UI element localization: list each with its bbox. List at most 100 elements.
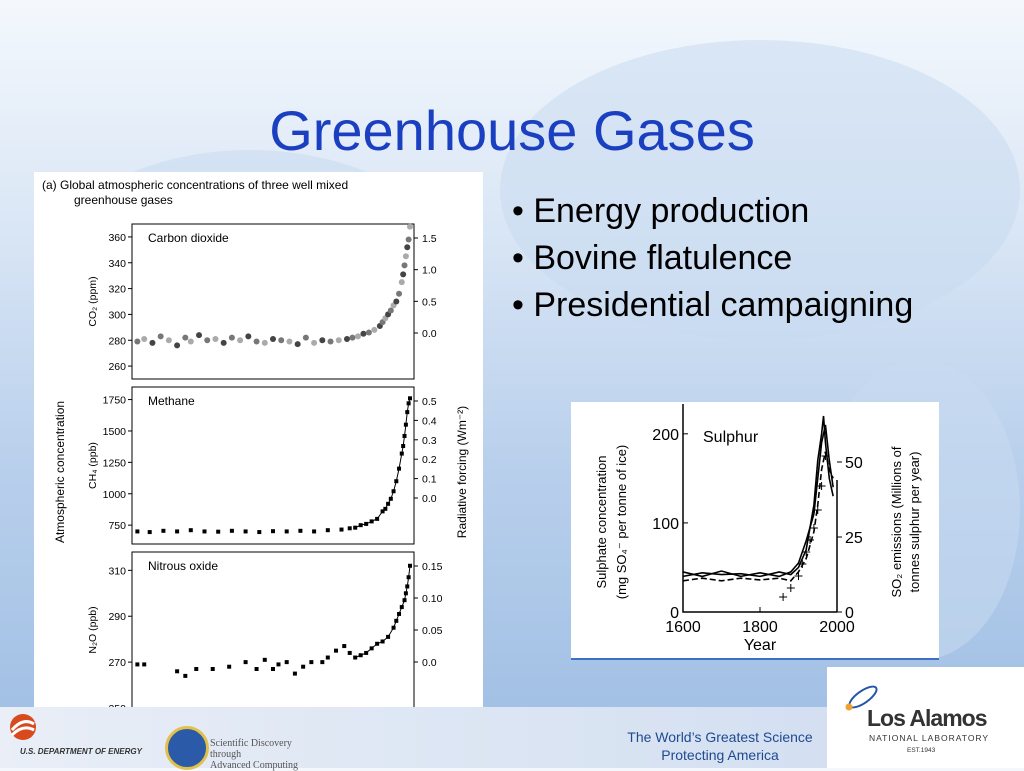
y2-tick-label: 25: [845, 530, 863, 547]
y-axis-label-line: Sulphate concentration: [594, 456, 609, 589]
bullet-item: • Bovine flatulence: [512, 239, 793, 277]
data-point: [349, 334, 356, 341]
y-tick-label: 300: [108, 309, 126, 321]
data-point: [342, 644, 347, 649]
data-point: [237, 337, 244, 344]
bullet-list: • Energy production • Bovine flatulence …: [512, 188, 913, 329]
chart-title: Sulphur: [703, 429, 759, 446]
y2-axis-label: SO₂ emissions (Millions of tonnes sulphur…: [889, 446, 922, 597]
y2-tick-label: 0.15: [422, 561, 443, 573]
data-point: [135, 662, 140, 667]
data-point: [301, 664, 306, 669]
data-point: [365, 329, 372, 336]
data-point: [212, 335, 219, 342]
y2-axis-label-line: SO₂ emissions (Millions of: [889, 446, 904, 597]
data-point: [161, 528, 166, 533]
bullet-item: • Energy production: [512, 192, 810, 230]
y-tick-label: 360: [108, 232, 126, 244]
slide-title: Greenhouse Gases: [269, 99, 755, 162]
data-point: [204, 337, 211, 344]
panel-y-label: CH₄ (ppb): [87, 442, 99, 489]
map-background: [500, 40, 1020, 340]
sulphate-series-line: [682, 424, 834, 578]
data-point: [284, 529, 289, 534]
trend-line: [355, 565, 411, 658]
data-point: [325, 528, 330, 533]
program-text: Scientific Discovery through Advanced Co…: [210, 738, 298, 771]
y-tick-label: 260: [108, 361, 126, 373]
data-point: [320, 660, 325, 665]
y-axis-label: Sulphate concentration (mg SO₄⁻ per tonne…: [594, 445, 629, 600]
y2-tick-label: 0.0: [422, 657, 437, 669]
data-point: [286, 338, 293, 345]
y2-tick-label: 0.5: [422, 296, 437, 308]
x-axis-label: Year: [744, 637, 777, 654]
data-point: [312, 529, 317, 534]
scidac-seal-icon: [165, 726, 209, 770]
data-point: [220, 339, 227, 346]
data-point: [202, 529, 207, 534]
y2-tick-label: 0.05: [422, 625, 443, 637]
lanl-atom-icon: [845, 685, 878, 711]
panel-frame: [131, 386, 415, 545]
program-line: through: [210, 749, 242, 760]
y2-tick-label: 0.1: [422, 474, 437, 486]
y-axis-label-line: (mg SO₄⁻ per tonne of ice): [614, 445, 629, 600]
doe-label: U.S. DEPARTMENT OF ENERGY: [20, 747, 142, 756]
y-tick-label: 270: [108, 657, 126, 669]
data-point: [165, 337, 172, 344]
y2-tick-label: 1.5: [422, 233, 437, 245]
y-tick-label: 100: [652, 516, 679, 533]
y2-tick-label: 0.0: [422, 493, 437, 505]
data-point: [398, 279, 405, 286]
trend-line: [354, 398, 411, 529]
y-tick-label: 310: [108, 565, 126, 577]
data-point: [402, 253, 409, 260]
greenhouse-gas-chart-svg: (a) Global atmospheric concentrations of…: [42, 178, 469, 737]
data-point: [270, 335, 276, 342]
data-point: [354, 333, 361, 340]
data-point: [243, 660, 248, 665]
y2-tick-label: 0.0: [422, 328, 437, 340]
y2-tick-label: 0.4: [422, 415, 437, 427]
data-point: [194, 667, 199, 671]
panel-name: Methane: [148, 394, 195, 408]
y-tick-label: 290: [108, 611, 126, 623]
data-point: [188, 528, 193, 533]
data-point: [182, 334, 189, 341]
program-line: Scientific Discovery: [210, 738, 292, 749]
y2-tick-label: 0.2: [422, 454, 437, 466]
data-point: [335, 337, 342, 344]
data-point: [360, 330, 367, 337]
data-point: [245, 333, 252, 340]
data-point: [262, 657, 267, 662]
data-point: [294, 341, 301, 348]
data-point: [343, 335, 350, 342]
sulphur-chart: Sulphur 200 100 0 50 25 0 1600 1800 2000 Year Sulph…: [571, 402, 939, 660]
y-tick-label: 320: [108, 284, 126, 296]
shared-y2-label: Radiative forcing (Wm⁻²): [455, 406, 469, 538]
data-point: [253, 338, 260, 345]
data-point: [339, 527, 344, 532]
data-point: [396, 290, 403, 297]
data-point: [284, 660, 289, 665]
chart-title: (a) Global atmospheric concentrations of…: [42, 178, 348, 207]
y-tick-label: 340: [108, 258, 126, 270]
data-point: [387, 307, 394, 314]
data-point: [393, 298, 400, 305]
shared-y-label: Atmospheric concentration: [53, 401, 67, 543]
panel-frame: [131, 223, 415, 380]
data-point: [254, 667, 259, 671]
data-point: [278, 337, 285, 344]
y2-axis-label-line: tonnes sulphur per year): [907, 452, 922, 593]
sulphate-series-line: [682, 451, 834, 582]
y-tick-label: 0: [670, 605, 679, 622]
greenhouse-gas-chart: (a) Global atmospheric concentrations of…: [34, 172, 483, 737]
panel-y-label: CO₂ (ppm): [87, 276, 99, 326]
panel-frame: [131, 551, 415, 709]
data-point: [302, 334, 309, 341]
data-point: [292, 671, 297, 676]
y-tick-label: 1250: [103, 457, 127, 469]
data-point: [175, 669, 180, 674]
